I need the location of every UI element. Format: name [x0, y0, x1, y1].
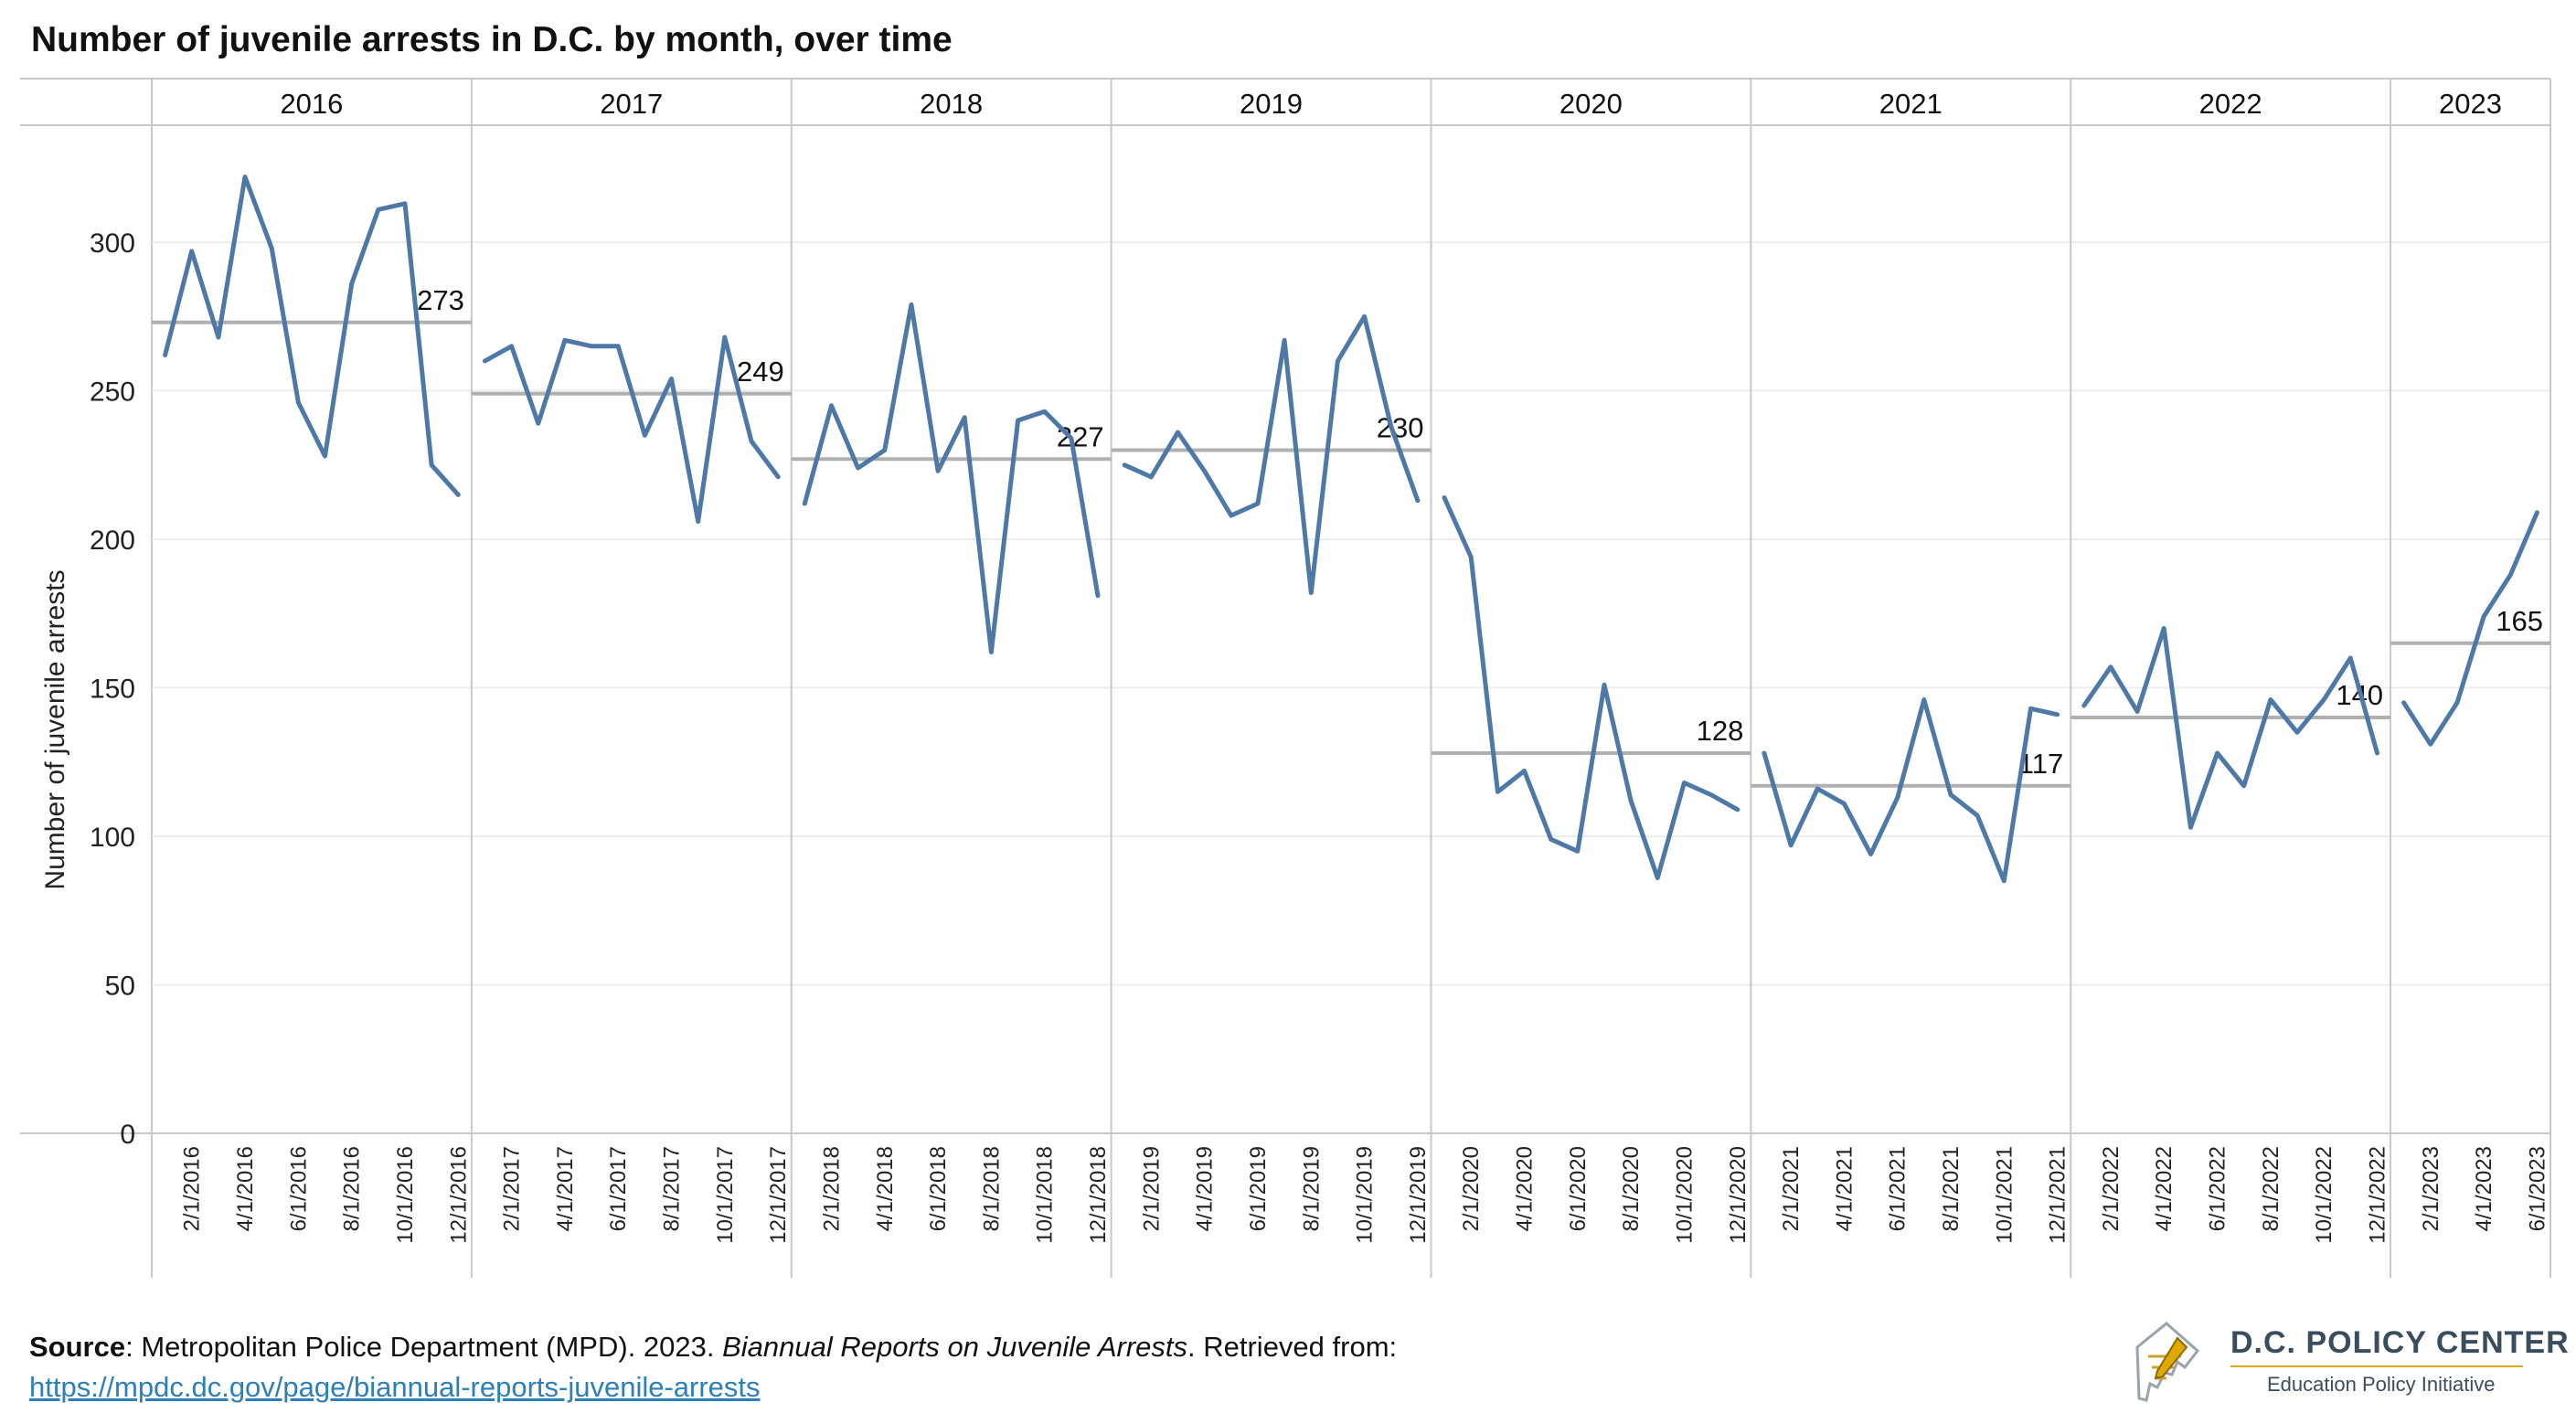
x-tick-label: 6/1/2022: [2206, 1146, 2230, 1231]
source-label: Source: [29, 1331, 126, 1363]
y-tick-label: 200: [90, 526, 135, 556]
y-tick-label: 150: [90, 675, 135, 705]
y-tick-label: 100: [90, 823, 135, 853]
x-tick-label: 12/1/2018: [1086, 1146, 1111, 1244]
x-tick-label: 10/1/2016: [393, 1146, 418, 1244]
x-tick-label: 12/1/2016: [446, 1146, 471, 1244]
x-tick-label: 10/1/2020: [1672, 1146, 1697, 1244]
x-tick-label: 4/1/2021: [1832, 1146, 1857, 1231]
x-tick-label: 6/1/2020: [1566, 1146, 1591, 1231]
x-tick-label: 4/1/2019: [1193, 1146, 1218, 1231]
x-tick-label: 6/1/2019: [1246, 1146, 1271, 1231]
x-tick-label: 10/1/2021: [1992, 1146, 2017, 1244]
x-tick-label: 4/1/2016: [233, 1146, 258, 1231]
x-tick-label: 2/1/2022: [2099, 1146, 2124, 1231]
x-tick-label: 4/1/2020: [1513, 1146, 1538, 1231]
x-tick-label: 2/1/2016: [180, 1146, 205, 1231]
x-tick-label: 10/1/2018: [1033, 1146, 1058, 1244]
x-tick-label: 2/1/2018: [819, 1146, 844, 1231]
year-header-2020: 2020: [1559, 88, 1623, 120]
y-tick-label: 0: [120, 1120, 135, 1150]
series-line-2018: [802, 302, 1101, 654]
y-axis-title: Number of juvenile arrests: [40, 569, 70, 889]
x-tick-label: 8/1/2017: [660, 1146, 685, 1231]
logo-subtitle: Education Policy Initiative: [2267, 1373, 2496, 1396]
source-link[interactable]: https://mpdc.dc.gov/page/biannual-report…: [29, 1371, 761, 1403]
x-tick-label: 8/1/2016: [340, 1146, 365, 1231]
x-tick-label: 10/1/2017: [713, 1146, 738, 1244]
dc-map-icon: [2135, 1322, 2200, 1402]
logo-name: D.C. POLICY CENTER: [2230, 1325, 2570, 1360]
x-tick-label: 12/1/2019: [1406, 1146, 1431, 1244]
x-tick-label: 8/1/2021: [1939, 1146, 1964, 1231]
average-label-2018: 227: [1057, 420, 1104, 452]
logo-rule: [2230, 1365, 2523, 1367]
series-line-2020: [1442, 495, 1740, 880]
x-tick-label: 12/1/2017: [766, 1146, 791, 1244]
average-label-2017: 249: [737, 356, 784, 388]
average-label-2019: 230: [1377, 412, 1424, 444]
x-tick-label: 10/1/2022: [2312, 1146, 2336, 1244]
dc-policy-center-logo: D.C. POLICY CENTER Education Policy Init…: [2121, 1314, 2569, 1406]
y-tick-label: 50: [105, 972, 135, 1002]
x-tick-label: 2/1/2021: [1779, 1146, 1804, 1231]
x-tick-label: 4/1/2017: [553, 1146, 578, 1231]
x-tick-label: 12/1/2020: [1726, 1146, 1751, 1244]
x-tick-label: 10/1/2019: [1353, 1146, 1378, 1244]
source-report-title: Biannual Reports on Juvenile Arrests: [722, 1331, 1188, 1363]
x-tick-label: 2/1/2020: [1459, 1146, 1484, 1231]
x-tick-label: 12/1/2022: [2365, 1146, 2390, 1244]
source-note: Source: Metropolitan Police Department (…: [29, 1327, 1397, 1408]
x-tick-label: 4/1/2022: [2152, 1146, 2177, 1231]
x-tick-label: 8/1/2019: [1299, 1146, 1324, 1231]
x-tick-label: 4/1/2023: [2472, 1146, 2496, 1231]
series-line-2016: [163, 175, 461, 497]
x-tick-label: 2/1/2019: [1139, 1146, 1164, 1231]
series-line-2017: [482, 335, 781, 524]
chart-title: Number of juvenile arrests in D.C. by mo…: [31, 20, 953, 59]
series-line-2021: [1762, 697, 2060, 884]
x-tick-label: 2/1/2023: [2419, 1146, 2443, 1231]
year-header-2019: 2019: [1240, 88, 1303, 120]
year-header-2018: 2018: [920, 88, 983, 120]
x-tick-label: 6/1/2016: [286, 1146, 311, 1231]
x-tick-label: 8/1/2020: [1619, 1146, 1644, 1231]
year-header-2016: 2016: [280, 88, 343, 120]
x-tick-label: 8/1/2018: [979, 1146, 1004, 1231]
y-tick-label: 300: [90, 228, 135, 259]
year-header-2017: 2017: [600, 88, 663, 120]
x-tick-label: 12/1/2021: [2046, 1146, 2070, 1244]
source-text: : Metropolitan Police Department (MPD). …: [125, 1331, 723, 1363]
x-tick-label: 6/1/2023: [2525, 1146, 2549, 1231]
x-tick-label: 6/1/2017: [606, 1146, 631, 1231]
series-line-2022: [2081, 626, 2379, 830]
line-chart: 0 50 100 150 200 250 300 Number of juvenile arr…: [20, 78, 2551, 1278]
y-tick-label: 250: [90, 377, 135, 408]
series-line-2023: [2401, 510, 2539, 747]
year-header-2021: 2021: [1879, 88, 1943, 120]
average-label-2016: 273: [417, 284, 464, 316]
x-tick-label: 6/1/2018: [926, 1146, 951, 1231]
x-tick-label: 8/1/2022: [2259, 1146, 2283, 1231]
x-tick-label: 4/1/2018: [873, 1146, 898, 1231]
year-header-2023: 2023: [2439, 88, 2502, 120]
year-header-2022: 2022: [2199, 88, 2262, 120]
average-label-2020: 128: [1697, 715, 1744, 747]
x-tick-label: 6/1/2021: [1886, 1146, 1911, 1231]
x-tick-label: 2/1/2017: [500, 1146, 525, 1231]
series-line-2019: [1122, 313, 1421, 595]
average-label-2023: 165: [2496, 605, 2543, 637]
source-text-after: . Retrieved from:: [1187, 1331, 1398, 1363]
